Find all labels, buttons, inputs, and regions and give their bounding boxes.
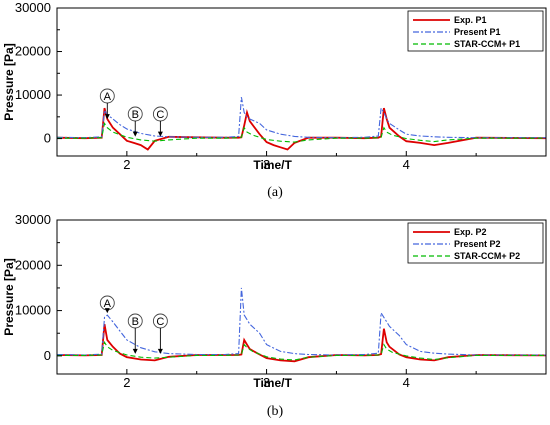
y-axis-label: Pressure [Pa] <box>2 258 16 335</box>
series-line <box>57 121 546 143</box>
panel-caption: (a) <box>267 185 283 200</box>
annotation-label: A <box>104 298 112 310</box>
annotation-label: B <box>132 109 139 121</box>
annotation-marker: A <box>99 88 115 120</box>
annotation-marker: B <box>127 106 143 137</box>
legend-entry: Present P2 <box>454 239 501 249</box>
x-tick-label: 3 <box>263 157 270 172</box>
y-tick-label: 10000 <box>15 303 51 318</box>
y-axis-label: Pressure [Pa] <box>2 43 16 120</box>
legend-entry: Exp. P2 <box>454 227 487 237</box>
legend-entry: STAR-CCM+ P1 <box>454 39 520 49</box>
annotation-marker: B <box>127 313 143 354</box>
legend-entry: Exp. P1 <box>454 15 487 25</box>
x-tick-label: 4 <box>403 375 410 390</box>
y-tick-label: 20000 <box>15 257 51 272</box>
y-tick-label: 30000 <box>15 212 51 227</box>
legend: Exp. P2 Present P2 STAR-CCM+ P2 <box>407 222 544 264</box>
y-tick-label: 0 <box>44 131 51 146</box>
annotation-label: C <box>156 109 164 121</box>
panel-caption: (b) <box>267 404 284 419</box>
x-axis-label: Time/T <box>253 158 292 172</box>
chart-panel: 0 10000 20000 30000 2 3 4 Time/T Pressure [Pa] A B… <box>2 0 547 200</box>
x-tick-label: 2 <box>123 157 130 172</box>
annotation-label: B <box>132 316 139 328</box>
legend-entry: Present P1 <box>454 27 501 37</box>
annotation-marker: C <box>152 106 168 137</box>
series-line <box>57 324 546 363</box>
y-tick-label: 10000 <box>15 87 51 102</box>
x-axis-label: Time/T <box>253 376 292 390</box>
x-tick-label: 4 <box>403 157 410 172</box>
legend: Exp. P1 Present P1 STAR-CCM+ P1 <box>407 10 544 52</box>
series-line <box>57 107 546 151</box>
x-tick-label: 2 <box>123 375 130 390</box>
annotation-marker: A <box>99 295 115 314</box>
y-tick-label: 20000 <box>15 44 51 59</box>
series-line <box>57 287 546 356</box>
y-tick-label: 30000 <box>15 0 51 15</box>
plot-frame <box>56 219 547 375</box>
annotation-label: A <box>104 91 112 103</box>
annotation-marker: C <box>152 313 168 354</box>
series-line <box>57 340 546 361</box>
x-tick-label: 3 <box>263 375 270 390</box>
annotation-label: C <box>156 316 164 328</box>
series-line <box>57 97 546 139</box>
y-tick-label: 0 <box>44 348 51 363</box>
chart-panel: 0 10000 20000 30000 2 3 4 Time/T Pressure [Pa] A B… <box>2 212 547 419</box>
legend-entry: STAR-CCM+ P2 <box>454 251 520 261</box>
plot-frame <box>56 7 547 157</box>
